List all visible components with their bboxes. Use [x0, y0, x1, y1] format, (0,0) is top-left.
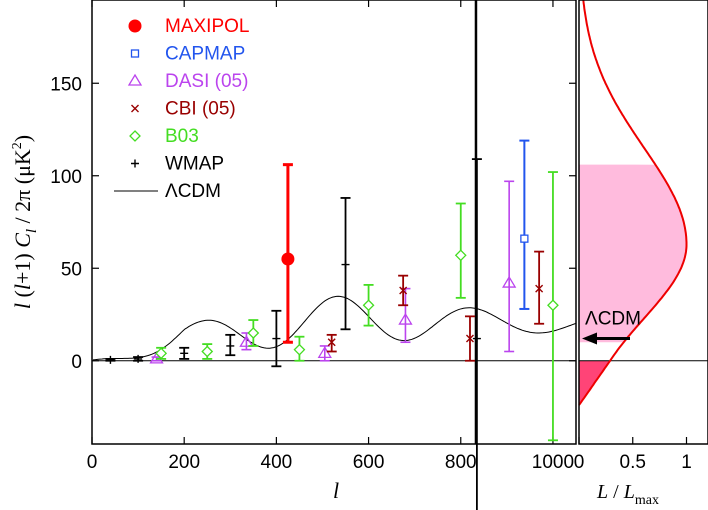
b03-legend-label: B03 [165, 126, 199, 147]
dasi-legend-label: DASI (05) [165, 71, 248, 92]
cbi-point [535, 284, 544, 293]
y-tick-label: 150 [50, 74, 82, 95]
likelihood-x-tick-label: 0.5 [620, 452, 646, 473]
b03-point [155, 347, 168, 360]
lcdm-model-curve [92, 295, 577, 361]
wmap-point [134, 354, 143, 363]
wmap-point [106, 355, 115, 364]
capmap-series [519, 139, 530, 310]
x-axis-label: l [333, 478, 339, 503]
b03-point [247, 327, 260, 339]
cbi-point [327, 338, 336, 347]
y-tick-label: 100 [50, 167, 82, 188]
likelihood-1sigma-fill [579, 164, 687, 343]
b03-point [362, 299, 375, 312]
data-points [105, 139, 559, 510]
x-tick-label: 800 [445, 452, 477, 473]
x-tick-label: 0 [87, 452, 98, 473]
cbi-legend-marker [131, 104, 139, 113]
b03-series [155, 171, 559, 442]
main-plot-frame [91, 0, 577, 445]
lcdm-arrow [582, 332, 630, 345]
wmap-legend-label: WMAP [165, 154, 224, 175]
lcdm-legend-label: ΛCDM [165, 181, 221, 202]
maxipol-legend-label: MAXIPOL [165, 16, 249, 37]
legend: MAXIPOL CAPMAP DASI (05) CBI (05) B03 WMAP ΛCD… [114, 16, 249, 202]
x-tick-label: 600 [353, 452, 385, 473]
cbi-point [399, 286, 408, 295]
b03-point [547, 299, 559, 312]
maxipol-legend-marker [128, 19, 142, 33]
likelihood-x-tick-label: 0 [574, 452, 585, 473]
lcdm-annotation: ΛCDM [585, 309, 641, 330]
y-axis-label: l (l+1) Cl / 2π (μK2) [10, 135, 40, 309]
wmap-point [226, 341, 235, 350]
maxipol-point [281, 252, 295, 266]
b03-point [201, 345, 214, 358]
lcdm-arrow-head [582, 332, 597, 345]
likelihood-plot-frame [578, 0, 708, 445]
wmap-point [180, 349, 189, 358]
y-tick-label: 50 [61, 259, 82, 280]
cbi-series [326, 250, 545, 362]
b03-point [293, 343, 306, 356]
x-axis-ticks: 0 200 400 600 800 1000 [87, 0, 574, 473]
y-tick-label: 0 [71, 352, 82, 373]
x-tick-label: 200 [168, 452, 200, 473]
wmap-point [272, 334, 281, 343]
capmap-legend-label: CAPMAP [165, 44, 245, 65]
y-axis-ticks: 0 50 100 150 [50, 74, 576, 373]
x-tick-label: 1000 [532, 452, 574, 473]
dasi-point [239, 334, 254, 347]
b03-legend-marker [129, 130, 141, 142]
cbi-point [465, 334, 474, 343]
wmap-point [341, 260, 350, 269]
wmap-point [472, 334, 481, 343]
maxipol-series [281, 163, 295, 344]
cbi-legend-label: CBI (05) [165, 99, 236, 120]
dasi-legend-marker [127, 73, 143, 86]
likelihood-panel: 0 0.5 1 ΛCDM [574, 0, 708, 473]
wmap-series [105, 158, 482, 510]
likelihood-x-tick-label: 1 [681, 452, 692, 473]
main-panel: 0 200 400 600 800 1000 0 50 100 150 MAXIPOL CAPMA… [50, 0, 577, 510]
dasi-point [502, 275, 517, 288]
dasi-point [398, 312, 413, 325]
capmap-legend-marker [130, 49, 140, 58]
x-tick-label: 400 [261, 452, 293, 473]
likelihood-x-ticks: 0 0.5 1 [574, 437, 692, 473]
capmap-point [520, 234, 529, 243]
wmap-legend-marker [131, 159, 139, 168]
dasi-point [149, 351, 164, 364]
b03-point [454, 249, 467, 262]
likelihood-x-axis-label: L / Lmax [596, 481, 659, 508]
